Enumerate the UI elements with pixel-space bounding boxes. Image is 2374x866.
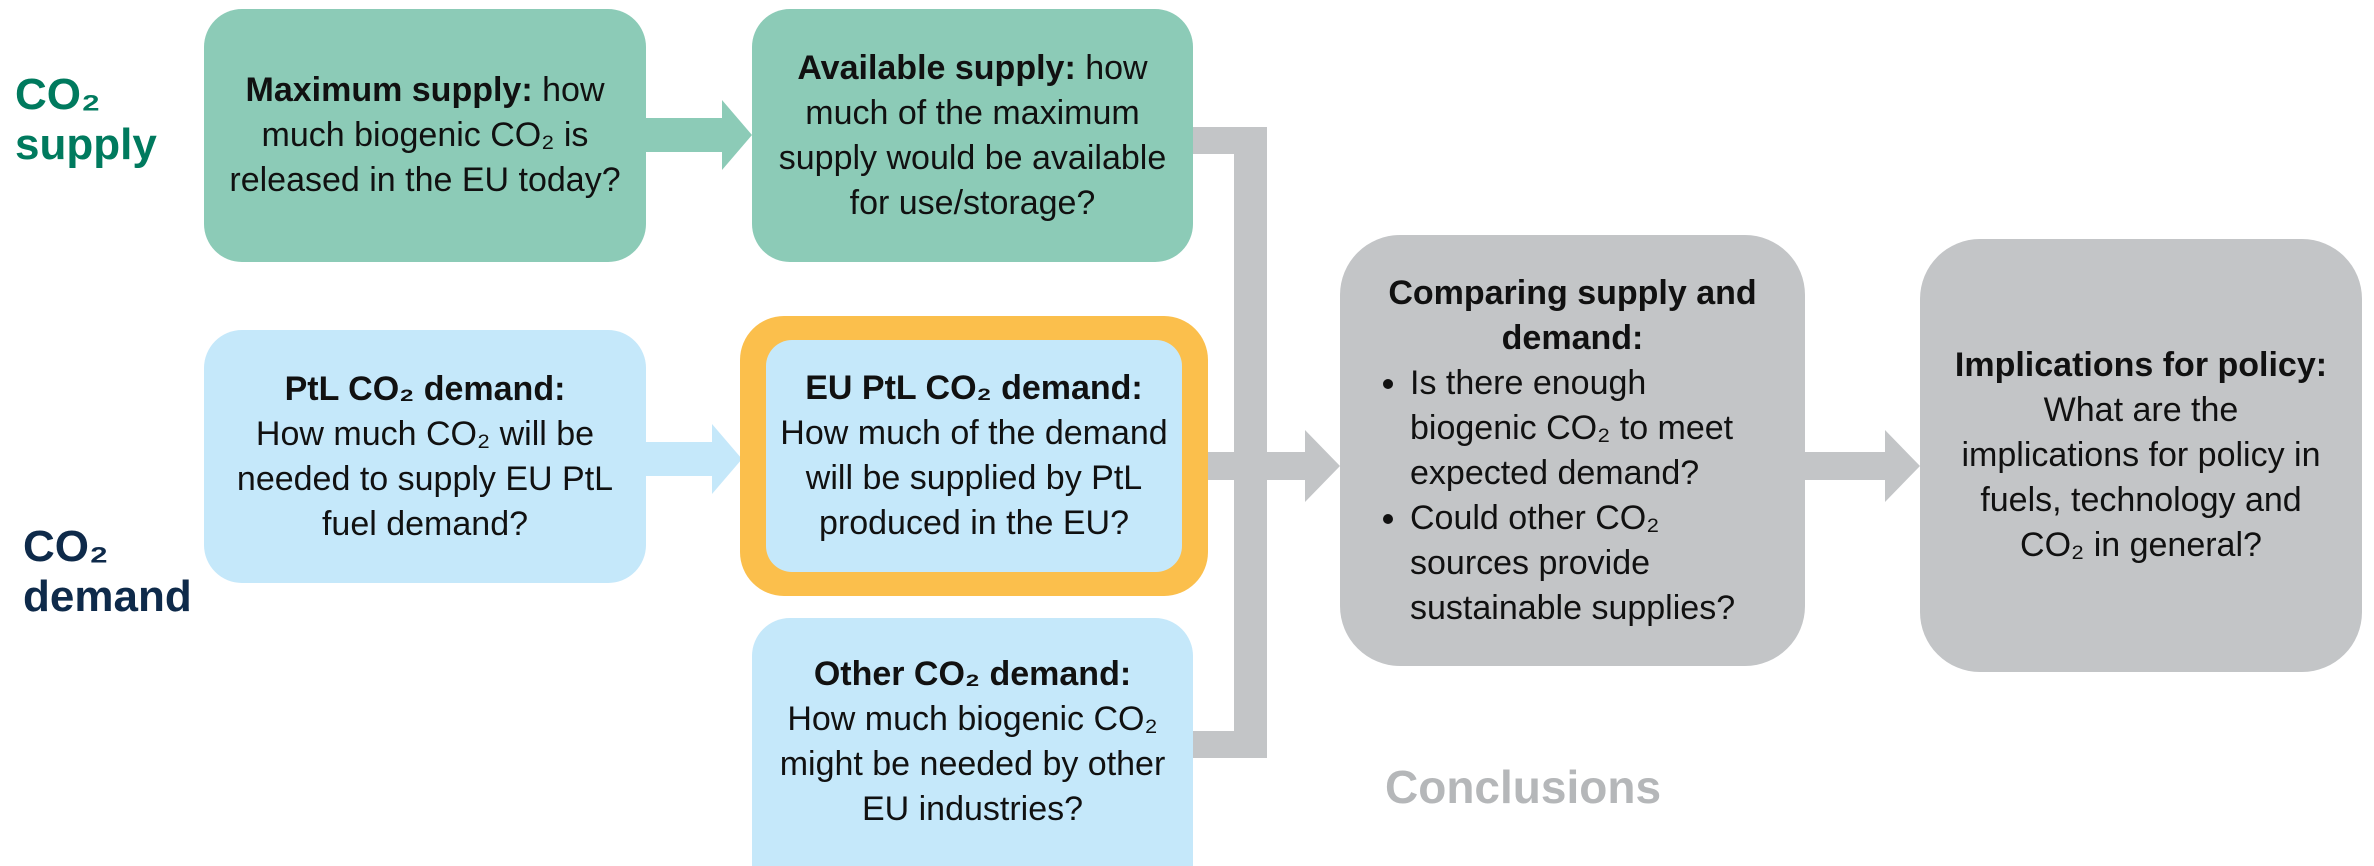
supply-label: CO₂ supply xyxy=(15,70,157,169)
node-text: how much of the maximum supply would be … xyxy=(778,48,1167,222)
implications-title: Implications for policy: xyxy=(1954,346,2328,384)
node-title: EU PtL CO₂ demand: xyxy=(805,369,1143,407)
implications-box: Implications for policy: What are the im… xyxy=(1920,239,2362,672)
conclusions-label: Conclusions xyxy=(1385,761,1662,813)
merge-bottom xyxy=(1190,731,1267,758)
demand-label: CO₂ demand xyxy=(23,522,192,621)
eu-ptl-demand-box: EU PtL CO₂ demand: How much of the deman… xyxy=(766,340,1182,572)
node-text: how much biogenic CO₂ is released in the… xyxy=(229,71,621,199)
node-title: Maximum supply: xyxy=(245,71,533,109)
merge-bar xyxy=(1234,127,1267,757)
node-text: How much biogenic CO₂ might be needed by… xyxy=(779,700,1166,828)
node-title: Available supply: xyxy=(797,48,1076,87)
node-title: PtL CO₂ demand: xyxy=(284,369,566,408)
max-supply-box: Maximum supply: how much biogenic CO₂ is… xyxy=(204,9,646,262)
comparing-list: Is there enough biogenic CO₂ to meet exp… xyxy=(1370,361,1775,631)
other-demand-box: Other CO₂ demand: How much biogenic CO₂ … xyxy=(752,618,1193,866)
node-text: How much CO₂ will be needed to supply EU… xyxy=(236,414,614,543)
ptl-demand-box: PtL CO₂ demand: How much CO₂ will be nee… xyxy=(204,330,646,583)
node-text: How much of the demand will be supplied … xyxy=(780,414,1168,542)
node-title: Other CO₂ demand: xyxy=(813,655,1132,693)
comparing-box: Comparing supply and demand: Is there en… xyxy=(1340,235,1805,666)
comparing-title: Comparing supply and demand: xyxy=(1388,273,1757,357)
bullet: Is there enough biogenic CO₂ to meet exp… xyxy=(1410,361,1775,496)
available-supply-box: Available supply: how much of the maximu… xyxy=(752,9,1193,262)
demand-arrow xyxy=(640,424,742,494)
implications-text: What are the implications for policy in … xyxy=(1961,391,2321,564)
merge-arrow xyxy=(1205,430,1340,502)
supply-arrow xyxy=(640,100,752,170)
policy-arrow xyxy=(1800,430,1920,502)
merge-top xyxy=(1190,127,1267,154)
bullet: Could other CO₂ sources provide sustaina… xyxy=(1410,496,1775,631)
